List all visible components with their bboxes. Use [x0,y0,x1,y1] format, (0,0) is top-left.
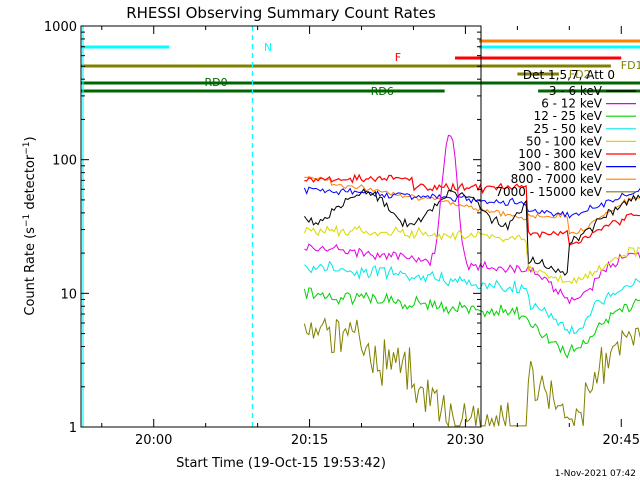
flag-label-f: F [395,51,401,64]
chart-title: RHESSI Observing Summary Count Rates [126,4,436,22]
flag-label-fd2: FD2 [569,68,591,81]
x-tick-label: 20:30 [447,433,484,448]
legend-entry-label: 100 - 300 keV [518,147,602,161]
series-line [303,317,640,428]
flag-label-rd0: RD0 [205,76,228,89]
legend-entry-label: 7000 - 15000 keV [495,185,602,199]
date-stamp: 1-Nov-2021 07:42 [555,469,636,479]
plot-data-layer [303,134,640,428]
y-tick-label: 1 [69,421,77,436]
legend-entry-label: 50 - 100 keV [526,134,603,148]
legend-entry-label: 300 - 800 keV [518,160,602,174]
series-line [304,176,640,235]
y-label-sup1: −1 [22,214,32,227]
y-label-sup2: −1 [22,141,32,154]
plot-frame [80,25,482,428]
y-tick-label: 1000 [44,20,77,35]
y-axis-label: Count Rate (s−1 detector−1) [22,136,38,315]
series-line [303,287,640,359]
y-label-c: ) [23,136,38,141]
x-axis-label: Start Time (19-Oct-15 19:53:42) [176,456,386,471]
legend-entry-label: 6 - 12 keV [541,97,603,111]
series-line [303,188,640,276]
y-label-b: detector [23,154,38,214]
series-line [304,173,640,246]
y-tick-label: 100 [52,154,77,169]
series-line [304,260,640,335]
legend-entry-label: 25 - 50 keV [534,122,603,136]
legend-header: Det 1,5,7, Att 0 [523,68,615,82]
series-line [303,186,640,219]
x-tick-label: 20:45 [603,433,640,448]
y-tick-label: 10 [60,287,77,302]
flag-label-fd1: FD1 [621,59,640,72]
legend-entry-label: 12 - 25 keV [534,109,603,123]
series-line [304,134,640,305]
flag-label-n: N [264,41,272,54]
flag-bars: NFFD1FD2RD0RD6S [81,26,640,427]
legend-entry-label: 3 - 6 keV [549,84,603,98]
y-label-a: Count Rate (s [23,227,38,316]
x-tick-label: 20:15 [291,433,328,448]
legend-entry-label: 800 - 7000 keV [511,172,603,186]
x-tick-label: 20:00 [135,433,172,448]
axis-ticks: 20:0020:1520:3020:4521:0021:1521:3011010… [44,20,640,448]
flag-label-rd6: RD6 [371,85,394,98]
series-line [303,224,640,285]
